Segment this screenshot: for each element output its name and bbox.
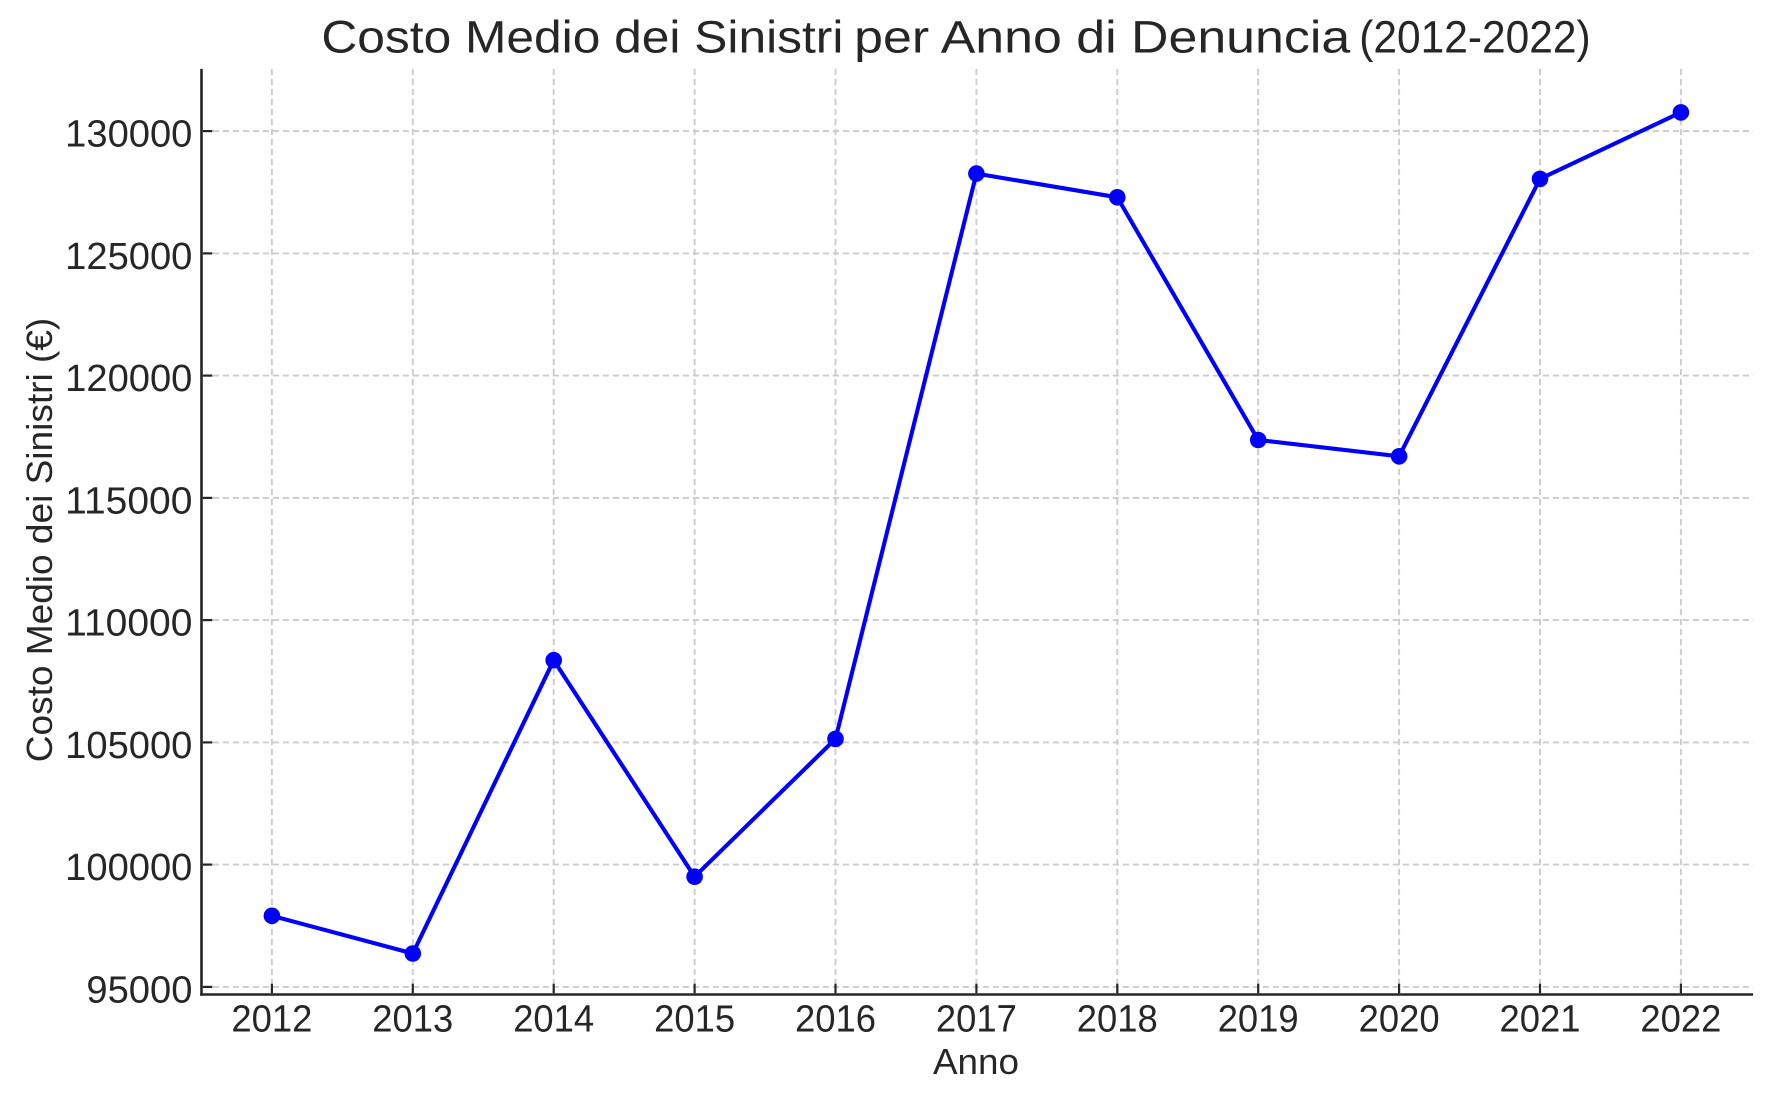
svg-text:95000: 95000 bbox=[86, 969, 192, 1011]
svg-text:2019: 2019 bbox=[1218, 999, 1299, 1041]
svg-text:(2012-2022): (2012-2022) bbox=[1359, 12, 1591, 63]
svg-text:per Anno di Denuncia: per Anno di Denuncia bbox=[854, 12, 1351, 63]
svg-text:2014: 2014 bbox=[513, 999, 594, 1041]
svg-text:2016: 2016 bbox=[795, 999, 876, 1041]
svg-text:2018: 2018 bbox=[1077, 999, 1158, 1041]
svg-text:Costo Medio dei Sinistri: Costo Medio dei Sinistri bbox=[321, 12, 843, 63]
svg-text:2021: 2021 bbox=[1500, 999, 1581, 1041]
svg-text:2015: 2015 bbox=[654, 999, 735, 1041]
svg-text:100000: 100000 bbox=[65, 847, 192, 889]
svg-text:Costo Medio dei Sinistri (€): Costo Medio dei Sinistri (€) bbox=[19, 318, 60, 763]
svg-text:2012: 2012 bbox=[231, 999, 312, 1041]
svg-text:2022: 2022 bbox=[1640, 999, 1721, 1041]
svg-text:115000: 115000 bbox=[65, 480, 192, 522]
svg-text:105000: 105000 bbox=[65, 725, 192, 767]
svg-text:Anno: Anno bbox=[933, 1041, 1019, 1082]
svg-text:130000: 130000 bbox=[65, 114, 192, 156]
svg-text:2017: 2017 bbox=[936, 999, 1017, 1041]
svg-text:120000: 120000 bbox=[65, 358, 192, 400]
svg-text:2020: 2020 bbox=[1359, 999, 1440, 1041]
svg-text:110000: 110000 bbox=[65, 603, 192, 645]
svg-text:125000: 125000 bbox=[65, 236, 192, 278]
svg-text:2013: 2013 bbox=[372, 999, 453, 1041]
